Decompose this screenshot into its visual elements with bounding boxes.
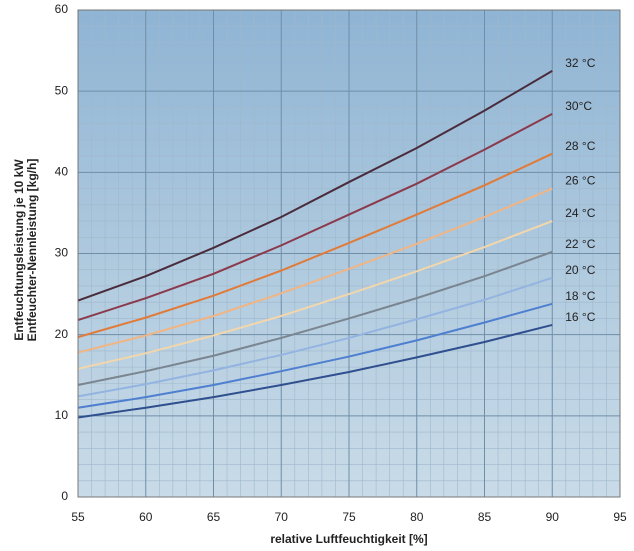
y-axis-title: Entfeuchtungsleistung je 10 kW (12, 159, 26, 341)
x-tick-label: 55 (71, 510, 85, 524)
y-tick-label: 50 (55, 83, 69, 97)
series-label: 26 °C (565, 174, 595, 188)
series-label: 20 °C (565, 263, 595, 277)
x-tick-label: 65 (207, 510, 221, 524)
series-line (77, 113, 553, 322)
x-tick-label: 60 (139, 510, 153, 524)
series-line (77, 220, 553, 370)
series-line (77, 250, 553, 386)
x-tick-label: 75 (342, 510, 356, 524)
series-label: 22 °C (565, 237, 595, 251)
series-line (77, 70, 553, 302)
y-tick-label: 10 (55, 408, 69, 422)
series-label: 28 °C (565, 139, 595, 153)
x-axis-title: relative Luftfeuchtigkeit [%] (270, 532, 427, 546)
y-tick-label: 30 (55, 246, 69, 260)
x-tick-label: 80 (410, 510, 424, 524)
series-line (77, 152, 553, 339)
x-tick-label: 90 (546, 510, 560, 524)
series-label: 18 °C (565, 289, 595, 303)
series-line (77, 302, 553, 409)
series-label: 32 °C (565, 56, 595, 70)
y-axis-title: Entfeuchter-Nennleistung [kg/h] (25, 159, 39, 342)
y-tick-label: 0 (61, 489, 68, 503)
series-line (77, 323, 553, 419)
series-line (77, 276, 553, 398)
series-label: 16 °C (565, 310, 595, 324)
y-tick-label: 40 (55, 165, 69, 179)
x-tick-label: 70 (275, 510, 289, 524)
x-tick-label: 95 (613, 510, 627, 524)
series-label: 24 °C (565, 206, 595, 220)
plot-border (77, 9, 621, 498)
series-label: 30°C (565, 99, 592, 113)
x-tick-label: 85 (478, 510, 492, 524)
y-tick-label: 20 (55, 327, 69, 341)
y-tick-label: 60 (55, 2, 69, 16)
series-line (77, 187, 553, 354)
